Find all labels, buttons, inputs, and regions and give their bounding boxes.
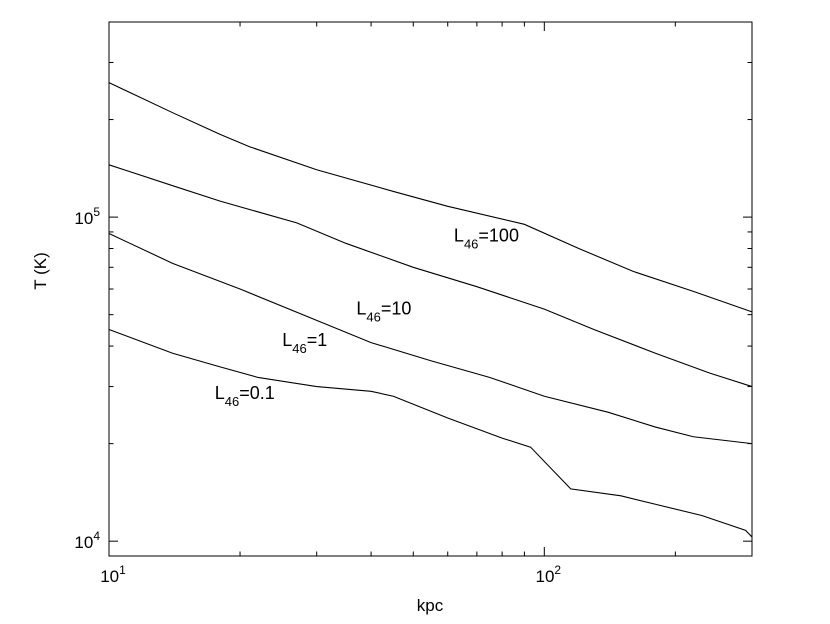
series-label: L46=1 bbox=[282, 330, 327, 356]
series-label: L46=100 bbox=[454, 226, 519, 252]
series-line bbox=[108, 233, 753, 445]
x-tick-label: 102 bbox=[536, 563, 562, 586]
axis-ticks bbox=[108, 21, 753, 557]
series-label: L46=0.1 bbox=[215, 383, 275, 409]
tick-labels: 101 102 104 105 bbox=[74, 205, 561, 586]
plot-area-border bbox=[108, 21, 753, 557]
plot-frame bbox=[108, 21, 753, 557]
series-label: L46=10 bbox=[356, 299, 411, 325]
series-labels: L46=100 L46=10 L46=1 L46=0.1 bbox=[215, 226, 519, 409]
series-line bbox=[108, 164, 753, 388]
y-axis-title: T (K) bbox=[31, 252, 50, 289]
y-tick-label: 105 bbox=[74, 205, 100, 228]
series-group bbox=[108, 82, 753, 538]
x-axis-title: kpc bbox=[417, 596, 444, 615]
x-tick-label: 101 bbox=[100, 563, 126, 586]
series-line bbox=[108, 328, 753, 538]
y-tick-label: 104 bbox=[74, 529, 100, 552]
series-line bbox=[108, 82, 753, 313]
